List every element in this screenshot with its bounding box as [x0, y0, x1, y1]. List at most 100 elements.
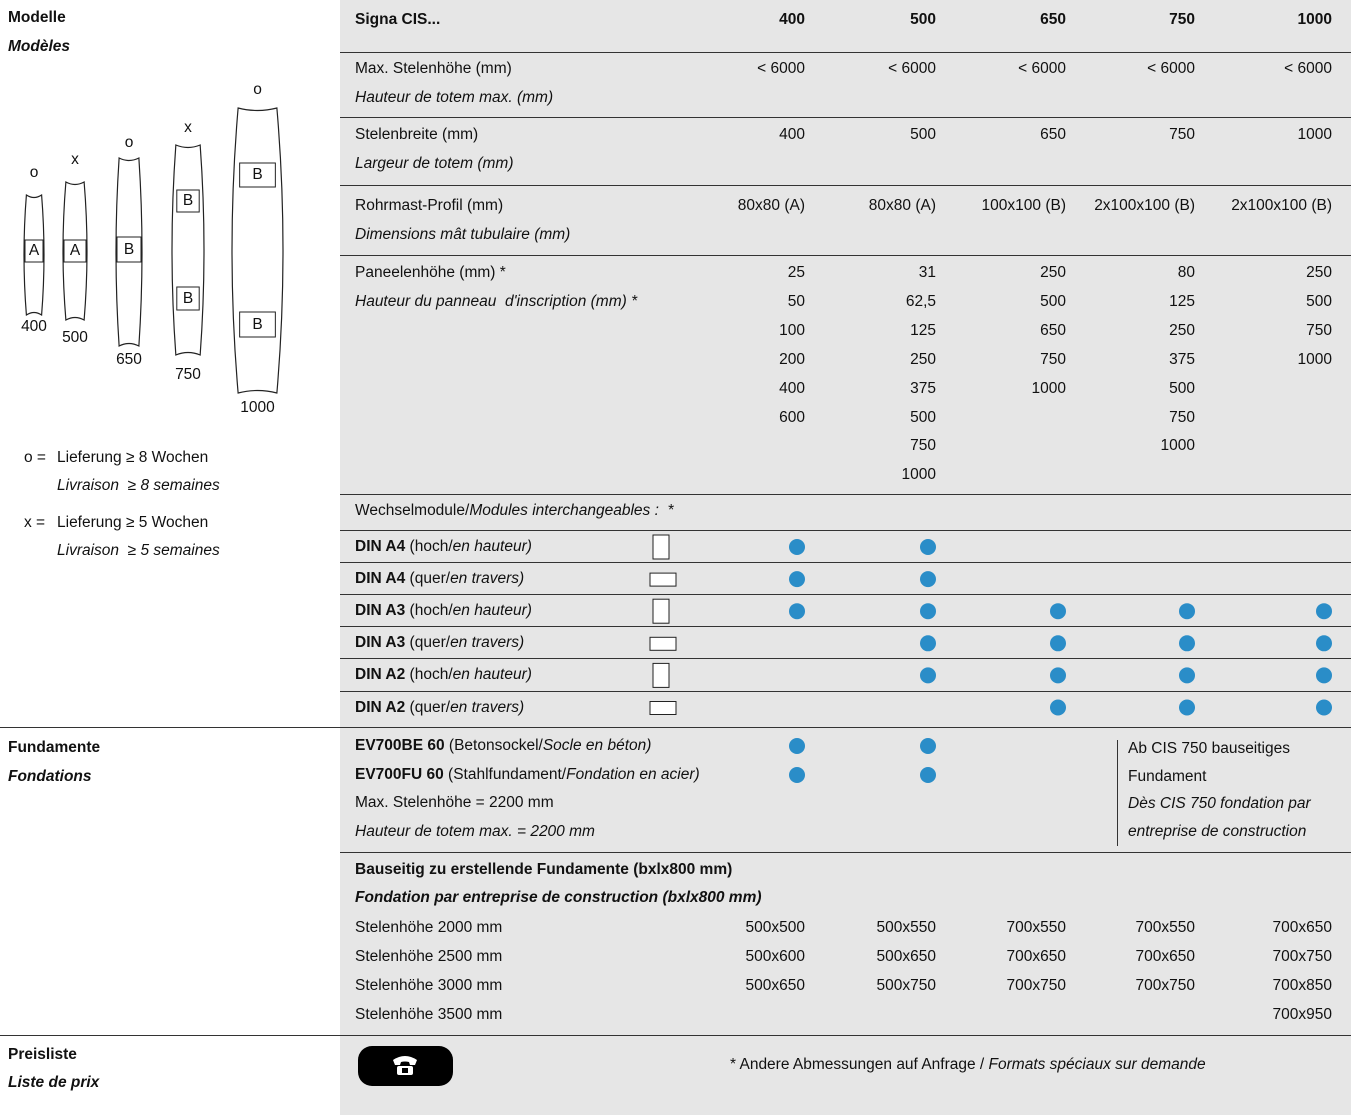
cell: < 6000 — [757, 60, 805, 77]
cell: 750 — [1169, 126, 1195, 143]
foundation-text: Max. Stelenhöhe = 2200 mm — [355, 794, 554, 811]
note-text: Fundament — [1128, 767, 1207, 785]
text-run: (quer/ — [405, 698, 451, 716]
table-header: Signa CIS... — [355, 11, 441, 28]
section-title: Liste de prix — [8, 1074, 100, 1091]
table-header: 650 — [1040, 11, 1066, 28]
cell: 700x650 — [1272, 919, 1332, 936]
availability-dot — [920, 738, 936, 754]
text-run: en travers) — [450, 570, 525, 588]
cell: 700x750 — [1006, 977, 1066, 994]
foundation-label: EV700FU 60 (Stahlfundament/Fondation en … — [355, 764, 700, 786]
note-text: Ab CIS 750 bauseitiges — [1128, 740, 1290, 757]
format-icon — [652, 598, 670, 624]
text-run: DIN A3 — [355, 602, 406, 620]
section-title: Modelle — [8, 9, 66, 26]
text-run: Socle en béton) — [542, 737, 652, 754]
model-size: 650 — [116, 351, 142, 368]
availability-dot — [1050, 667, 1066, 684]
row-label: Rohrmast-Profil (mm) — [355, 197, 504, 214]
cell: 25 — [787, 264, 805, 281]
legend-text: Livraison ≥ 5 semaines — [57, 542, 220, 559]
availability-dot — [789, 738, 805, 754]
totem — [231, 107, 284, 394]
note-divider — [1117, 740, 1118, 846]
legend-symbol: x = — [24, 514, 46, 531]
section-title: Fondations — [8, 768, 92, 785]
cell: 700x750 — [1135, 977, 1195, 994]
cell: 375 — [910, 379, 936, 397]
format-icon — [649, 572, 677, 587]
rule — [0, 727, 1351, 728]
cell: 375 — [1169, 350, 1195, 368]
table-header: 400 — [779, 11, 805, 28]
row-label: Stelenbreite (mm) — [355, 126, 479, 143]
cell: < 6000 — [888, 60, 936, 77]
cell: 750 — [1169, 408, 1195, 426]
cell: 100x100 (B) — [981, 197, 1066, 214]
text-run: en hauteur) — [452, 538, 532, 555]
rule — [340, 494, 1351, 495]
table-header: 750 — [1169, 11, 1195, 28]
profile-label: B — [252, 315, 263, 333]
cell: 750 — [1306, 321, 1332, 339]
text-run: en hauteur) — [452, 666, 532, 684]
cell: 700x750 — [1272, 948, 1332, 965]
availability-dot — [1050, 635, 1066, 652]
cell: 1000 — [1031, 379, 1066, 397]
row-label: Max. Stelenhöhe (mm) — [355, 60, 512, 77]
note-text: entreprise de construction — [1128, 823, 1307, 840]
text-run: Modules interchangeables : * — [469, 502, 674, 519]
text-run: en hauteur) — [452, 602, 532, 620]
cell: 31 — [918, 264, 936, 281]
availability-dot — [1179, 603, 1195, 620]
cell: < 6000 — [1147, 60, 1195, 77]
cell: 2x100x100 (B) — [1094, 197, 1195, 214]
cell: 250 — [1040, 264, 1066, 281]
table-header: 1000 — [1297, 11, 1332, 28]
cell: 700x550 — [1135, 919, 1195, 936]
availability-dot — [1050, 603, 1066, 620]
row-label: Largeur de totem (mm) — [355, 155, 514, 172]
row-label: Stelenhöhe 3500 mm — [355, 1006, 503, 1023]
foundation-label: EV700BE 60 (Betonsockel/Socle en béton) — [355, 735, 651, 757]
cell: 600 — [779, 408, 805, 426]
cell: 700x850 — [1272, 977, 1332, 994]
row-label: Stelenhöhe 3000 mm — [355, 977, 503, 994]
cell: 1000 — [901, 466, 936, 484]
availability-dot — [920, 539, 936, 555]
cell: 500 — [910, 408, 936, 426]
availability-dot — [920, 635, 936, 652]
cell: 200 — [779, 350, 805, 368]
profile-label: B — [252, 166, 263, 183]
text-run: (hoch/ — [405, 666, 453, 684]
format-icon — [649, 636, 677, 651]
availability-dot — [789, 571, 805, 588]
availability-dot — [1316, 667, 1332, 684]
cell: 1000 — [1297, 350, 1332, 368]
cell: 700x550 — [1006, 919, 1066, 936]
row-label: Hauteur du panneau d'inscription (mm) * — [355, 293, 638, 310]
availability-dot — [789, 767, 805, 783]
text-run: (hoch/ — [405, 602, 453, 620]
cell: 80x80 (A) — [868, 197, 936, 214]
text-run: EV700FU 60 — [355, 766, 444, 783]
cell: 2x100x100 (B) — [1231, 197, 1332, 214]
model-size: 400 — [21, 318, 47, 335]
row-label: Paneelenhöhe (mm) * — [355, 264, 506, 281]
availability-dot — [920, 603, 936, 620]
text-run: (quer/ — [405, 570, 451, 588]
cell: 1000 — [1297, 126, 1332, 143]
rule — [340, 255, 1351, 256]
cell: 700x650 — [1135, 948, 1195, 965]
delivery-mark: o — [29, 164, 39, 181]
profile-box — [116, 236, 142, 263]
profile-box — [239, 311, 276, 338]
text-run: Formats spéciaux sur demande — [988, 1056, 1206, 1073]
cell: 650 — [1040, 126, 1066, 143]
cell: 250 — [1306, 264, 1332, 281]
cell: 500x750 — [876, 977, 936, 994]
text-run: (Stahlfundament/ — [443, 766, 567, 783]
